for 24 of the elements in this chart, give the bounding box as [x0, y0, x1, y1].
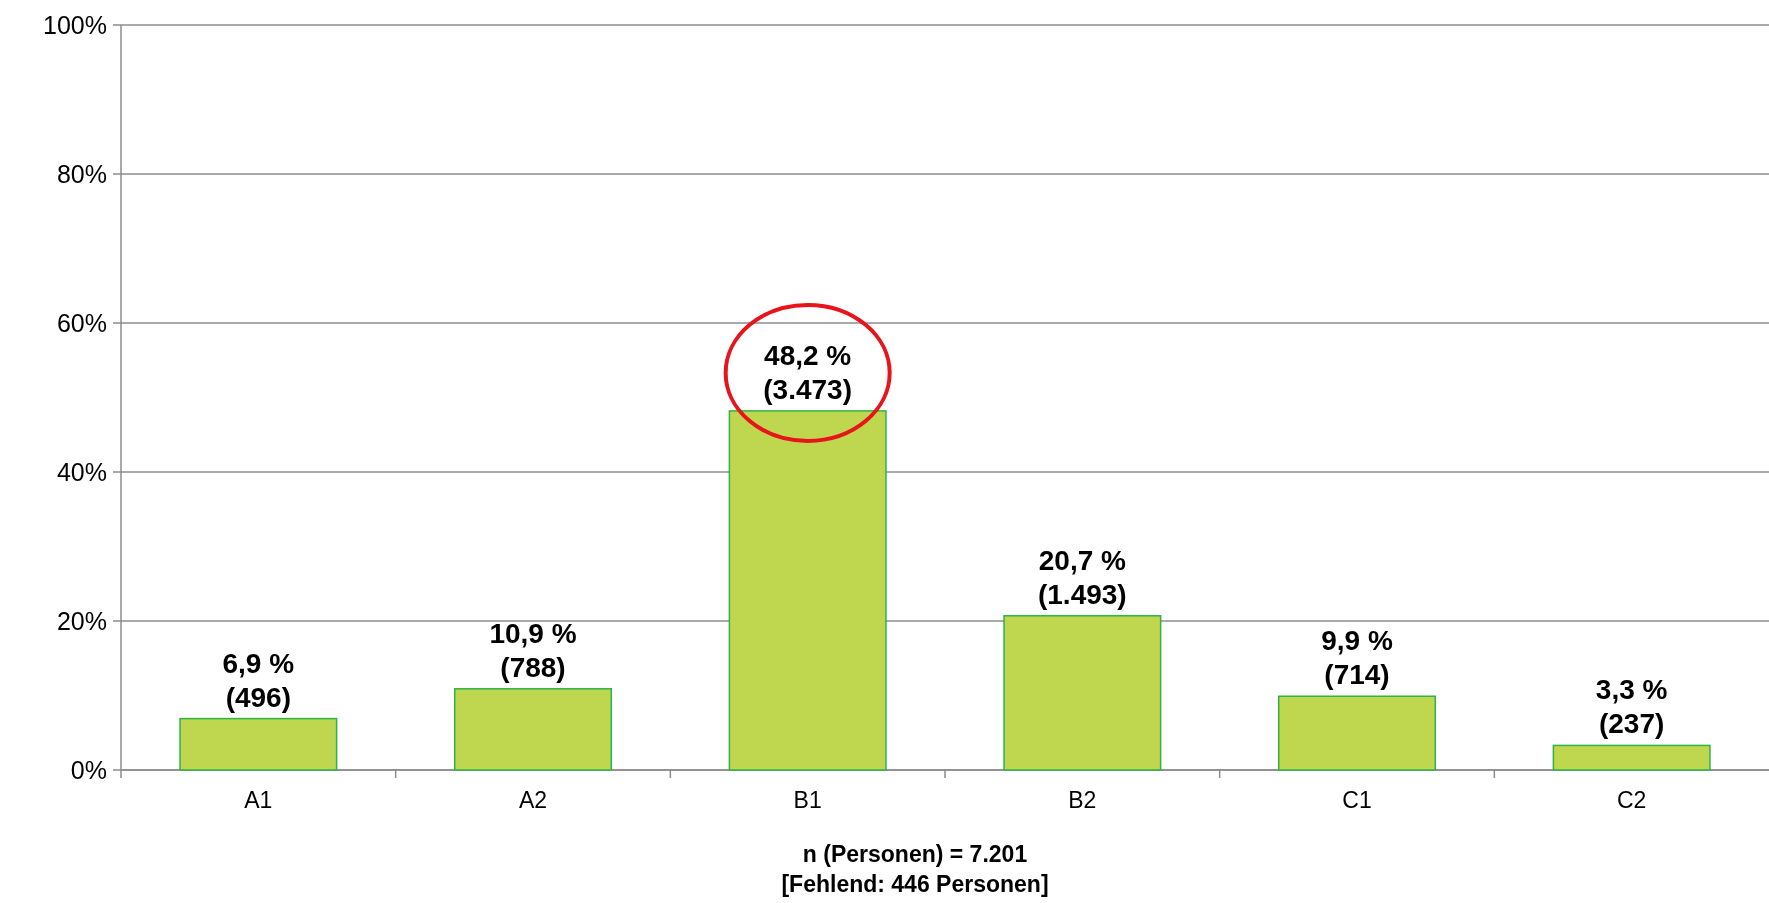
y-tick-label: 60% [56, 308, 107, 337]
x-tick-label: B2 [1068, 787, 1097, 813]
data-label: 6,9 % (496) [222, 647, 295, 713]
data-label: 10,9 % (788) [489, 617, 577, 683]
bar [1003, 615, 1162, 771]
x-tick-label: A1 [244, 787, 273, 813]
bar [1552, 744, 1711, 771]
x-tick-label: A2 [518, 787, 548, 813]
data-label: 20,7 % (1.493) [1037, 544, 1127, 610]
bar [453, 688, 613, 771]
bar [179, 717, 338, 771]
y-tick-label: 80% [56, 159, 107, 188]
x-tick-label: B1 [793, 787, 822, 813]
x-tick-label: C1 [1342, 787, 1372, 813]
y-tick-label: 40% [56, 457, 107, 486]
x-axis-title: n (Personen) = 7.201 [Fehlend: 446 Personen] [781, 841, 1049, 897]
data-label: 9,9 % (714) [1321, 625, 1393, 691]
y-tick-label: 0% [70, 755, 107, 784]
data-label: 3,3 % (237) [1595, 674, 1668, 740]
data-label: 48,2 % (3.473) [763, 339, 853, 405]
bar [1277, 695, 1437, 771]
y-tick-label: 100% [43, 10, 107, 39]
x-tick-label: C2 [1616, 787, 1647, 813]
y-tick-label: 20% [56, 606, 107, 635]
